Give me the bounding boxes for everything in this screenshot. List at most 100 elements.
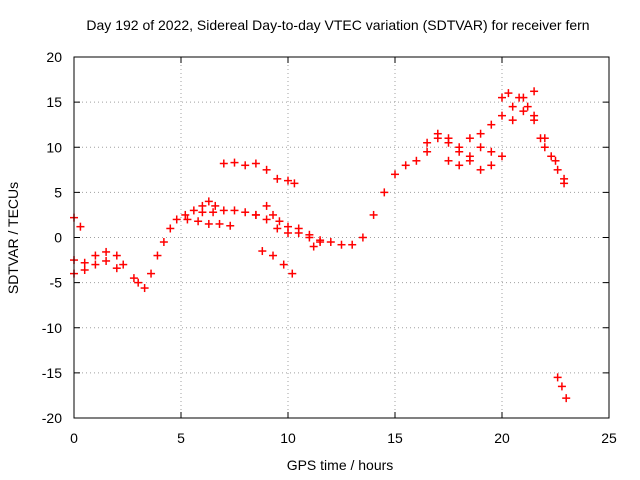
data-point <box>230 158 239 167</box>
data-point <box>262 165 271 174</box>
data-point <box>455 161 464 170</box>
data-point <box>309 242 318 251</box>
data-point <box>204 197 213 206</box>
data-point <box>273 224 282 233</box>
data-point <box>423 147 432 156</box>
data-point <box>258 247 267 256</box>
data-point <box>215 219 224 228</box>
data-point <box>465 152 474 161</box>
data-point <box>279 260 288 269</box>
data-point <box>91 260 100 269</box>
data-point <box>560 179 569 188</box>
data-point <box>498 152 506 161</box>
data-points <box>70 87 571 403</box>
data-point <box>444 156 453 165</box>
data-point <box>476 129 485 138</box>
data-point <box>557 382 566 391</box>
y-axis-label: SDTVAR / TECUs <box>5 182 21 294</box>
data-point <box>487 147 496 156</box>
data-point <box>147 269 156 278</box>
data-point <box>189 206 198 215</box>
x-tick-label: 10 <box>280 430 296 446</box>
data-point <box>204 219 213 228</box>
data-point <box>80 258 89 267</box>
data-point <box>275 217 284 226</box>
x-tick-label: 5 <box>177 430 185 446</box>
data-point <box>444 134 453 143</box>
data-point <box>455 143 464 152</box>
x-tick-label: 0 <box>70 430 78 446</box>
y-tick-label: -15 <box>42 365 62 381</box>
data-point <box>129 274 138 283</box>
data-point <box>284 176 292 185</box>
data-point <box>540 134 549 143</box>
y-tick-label: 0 <box>54 230 62 246</box>
x-axis-label: GPS time / hours <box>287 457 394 473</box>
data-point <box>504 89 513 98</box>
data-point <box>540 143 549 152</box>
data-point <box>530 87 539 96</box>
data-point <box>305 230 314 239</box>
data-point <box>562 394 571 403</box>
data-point <box>433 134 442 143</box>
data-point <box>358 233 367 242</box>
x-tick-label: 25 <box>601 430 617 446</box>
data-point <box>508 116 517 125</box>
x-tick-label: 15 <box>387 430 403 446</box>
data-point <box>181 210 190 219</box>
data-point <box>412 156 421 165</box>
chart-title: Day 192 of 2022, Sidereal Day-to-day VTE… <box>86 17 589 33</box>
data-point <box>348 240 357 249</box>
grid-lines <box>74 57 609 418</box>
data-point <box>112 251 121 260</box>
data-point <box>553 165 562 174</box>
y-tick-label: -10 <box>42 320 62 336</box>
data-point <box>290 179 299 188</box>
data-point <box>251 210 260 219</box>
data-point <box>153 251 162 260</box>
data-point <box>159 238 168 247</box>
data-point <box>76 222 85 231</box>
data-point <box>140 284 149 293</box>
data-point <box>523 102 532 111</box>
data-point <box>112 264 121 273</box>
data-point <box>508 102 517 111</box>
y-tick-label: -20 <box>42 410 62 426</box>
data-point <box>119 260 128 269</box>
data-point <box>515 93 524 102</box>
data-point <box>91 251 100 260</box>
data-point <box>401 161 410 170</box>
data-point <box>465 134 474 143</box>
data-point <box>316 238 325 247</box>
data-point <box>498 111 506 120</box>
data-point <box>487 161 496 170</box>
data-point <box>211 201 220 210</box>
data-point <box>219 206 228 215</box>
data-point <box>476 165 485 174</box>
data-point <box>551 156 560 165</box>
data-point <box>172 215 181 224</box>
data-point <box>80 265 89 274</box>
data-point <box>209 208 218 217</box>
data-point <box>380 188 389 197</box>
data-point <box>547 152 556 161</box>
y-tick-label: 10 <box>46 139 62 155</box>
data-point <box>476 143 485 152</box>
data-point <box>284 222 292 231</box>
data-point <box>498 93 506 102</box>
y-tick-label: 15 <box>46 94 62 110</box>
data-point <box>519 107 528 116</box>
data-point <box>166 224 175 233</box>
data-point <box>487 120 496 129</box>
data-point <box>241 161 250 170</box>
data-point <box>391 170 399 179</box>
data-point <box>183 215 192 224</box>
data-point <box>194 217 203 226</box>
data-point <box>198 208 207 217</box>
x-tick-label: 20 <box>494 430 510 446</box>
data-point <box>102 247 111 256</box>
data-point <box>241 208 250 217</box>
data-point <box>230 206 239 215</box>
data-point <box>251 159 260 168</box>
